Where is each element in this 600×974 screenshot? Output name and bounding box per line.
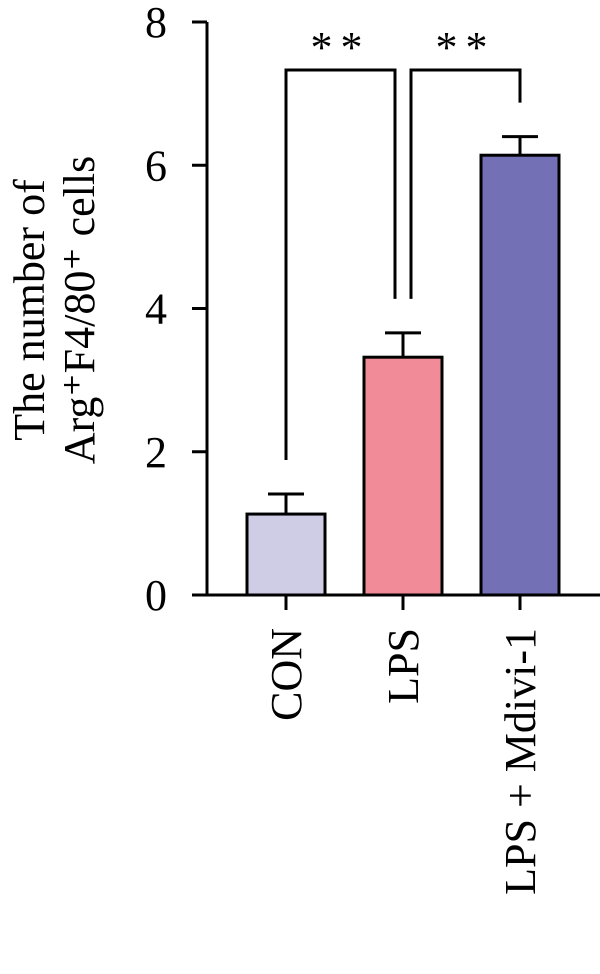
bar: [362, 355, 444, 597]
bar: [245, 512, 327, 597]
y-axis-label: The number of Arg⁺F4/80⁺ cells: [5, 156, 104, 464]
significance-bracket: [284, 68, 397, 461]
x-tick-label: LPS + Mdivi-1: [496, 628, 545, 895]
y-tick-label: 6: [145, 141, 167, 190]
significance-label: **: [436, 23, 496, 72]
x-tick-label-group: LPS + Mdivi-1: [496, 628, 545, 895]
significance-label: **: [311, 23, 371, 72]
bar: [479, 153, 561, 597]
y-tick-label: 4: [145, 285, 167, 334]
y-tick-label: 8: [145, 0, 167, 47]
y-tick-label: 2: [145, 428, 167, 477]
x-tick-label-group: CON: [262, 628, 311, 721]
y-tick-label: 0: [145, 571, 167, 620]
x-tick-label: CON: [262, 628, 311, 721]
y-label-line: Arg⁺F4/80⁺ cells: [55, 156, 104, 464]
y-label-line: The number of: [5, 179, 54, 441]
x-tick-label: LPS: [379, 628, 428, 704]
significance-bracket: [409, 68, 522, 299]
x-tick-label-group: LPS: [379, 628, 428, 704]
